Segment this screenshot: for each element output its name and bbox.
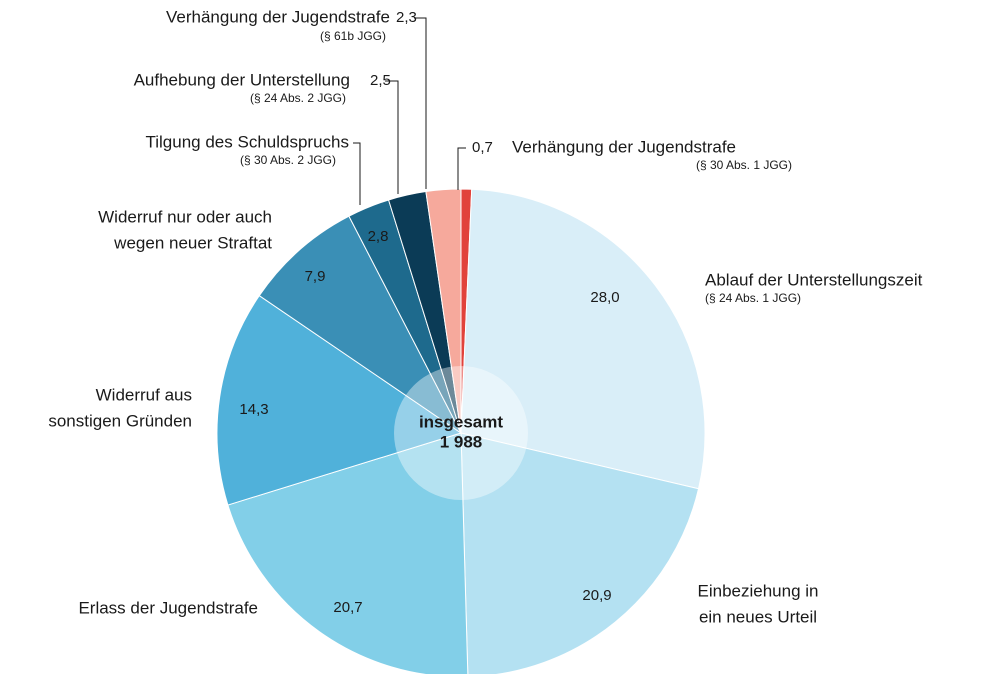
category-label: wegen neuer Straftat [113, 233, 272, 252]
category-label: Erlass der Jugendstrafe [78, 598, 258, 617]
category-note: (§ 24 Abs. 1 JGG) [705, 291, 801, 305]
center-circle [394, 366, 528, 500]
value-label: 20,7 [333, 599, 362, 616]
value-label: 2,5 [370, 72, 391, 89]
category-note: (§ 30 Abs. 2 JGG) [240, 153, 336, 167]
value-label: 14,3 [239, 401, 268, 418]
category-note: (§ 24 Abs. 2 JGG) [250, 91, 346, 105]
category-label: Verhängung der Jugendstrafe [166, 7, 390, 26]
value-label: 20,9 [582, 587, 611, 604]
value-label: 2,3 [396, 9, 417, 26]
category-label: Tilgung des Schuldspruchs [146, 132, 350, 151]
category-label: Verhängung der Jugendstrafe [512, 137, 736, 156]
value-label: 2,8 [368, 228, 389, 245]
value-label: 7,9 [305, 268, 326, 285]
leader-line [414, 17, 427, 189]
category-label: ein neues Urteil [699, 607, 817, 626]
category-note: (§ 61b JGG) [320, 29, 386, 43]
category-label: sonstigen Gründen [48, 411, 192, 430]
pie-slice [227, 432, 469, 674]
category-label: Widerruf aus [96, 385, 192, 404]
category-label: Einbeziehung in [698, 581, 819, 600]
center-label: 1 988 [440, 432, 483, 451]
pie-slice [216, 294, 463, 506]
category-note: (§ 30 Abs. 1 JGG) [696, 158, 792, 172]
leader-line [385, 80, 399, 194]
center-label: insgesamt [419, 412, 503, 431]
pie-slice [258, 215, 462, 434]
category-label: Ablauf der Unterstellungszeit [705, 270, 923, 289]
value-label: 0,7 [472, 139, 493, 156]
value-label: 28,0 [590, 289, 619, 306]
category-label: Aufhebung der Unterstellung [134, 70, 350, 89]
category-label: Widerruf nur oder auch [98, 207, 272, 226]
pie-slice [460, 188, 706, 490]
pie-slice [425, 188, 462, 434]
leader-line [353, 142, 361, 205]
leader-line [457, 147, 466, 190]
pie-slice [460, 432, 700, 674]
